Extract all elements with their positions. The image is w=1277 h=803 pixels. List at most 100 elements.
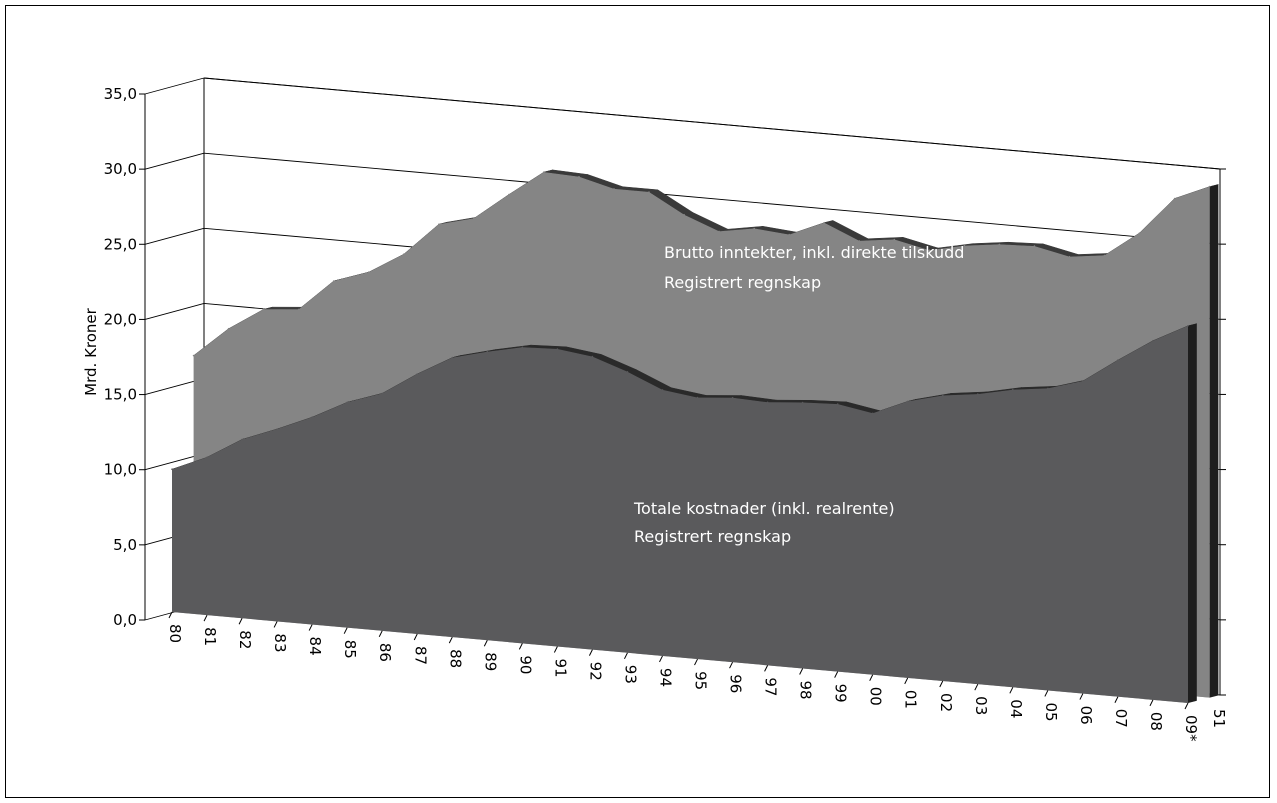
data-point-85 bbox=[368, 271, 370, 273]
data-point-02 bbox=[942, 394, 944, 397]
data-point-05 bbox=[1047, 387, 1049, 390]
data-point-95 bbox=[696, 396, 699, 399]
y-tick-label: 15,0 bbox=[104, 386, 137, 404]
grid-side-line bbox=[144, 302, 205, 320]
x-tick-mark bbox=[1044, 690, 1049, 697]
y-tick-label: 10,0 bbox=[104, 461, 137, 479]
data-point-92 bbox=[613, 188, 615, 190]
x-tick-mark bbox=[1149, 699, 1154, 707]
x-tick-label: 90 bbox=[516, 655, 534, 674]
data-point-88 bbox=[473, 217, 475, 220]
y-tick-label: 35,0 bbox=[104, 85, 137, 103]
x-tick-mark bbox=[834, 671, 839, 678]
data-point-03 bbox=[998, 243, 1001, 246]
x-tick-label: 83 bbox=[271, 633, 289, 652]
grid-back-line bbox=[203, 152, 1221, 245]
series-layer bbox=[171, 169, 1219, 703]
series-totale-kostnader bbox=[171, 323, 1197, 703]
annotation-brutto-inntekter: Brutto inntekter, inkl. direkte tilskudd… bbox=[664, 243, 964, 292]
area-front-face bbox=[172, 325, 1188, 703]
x-tick-label: 80 bbox=[166, 624, 184, 643]
data-point-99 bbox=[858, 240, 861, 242]
data-point-05 bbox=[1068, 255, 1071, 258]
y-tick-label: 20,0 bbox=[104, 310, 137, 328]
data-point-06 bbox=[1103, 254, 1106, 257]
data-point-83 bbox=[276, 428, 278, 430]
data-point-98 bbox=[801, 401, 804, 404]
data-point-06 bbox=[1082, 380, 1084, 382]
data-point-88 bbox=[451, 356, 454, 359]
x-tick-label: 91 bbox=[551, 659, 569, 678]
data-point-87 bbox=[416, 373, 419, 375]
x-tick-mark bbox=[624, 652, 628, 660]
x-tick-mark bbox=[729, 661, 733, 669]
area-end-cap bbox=[1188, 323, 1197, 703]
x-tick-label: 04 bbox=[1007, 699, 1025, 718]
data-point-99 bbox=[836, 403, 839, 405]
x-tick-mark bbox=[553, 646, 558, 653]
grid-side-line bbox=[144, 152, 205, 170]
x-tick-label: 03 bbox=[972, 696, 990, 715]
data-point-86 bbox=[403, 253, 405, 255]
x-tick-label: 09* bbox=[1182, 715, 1200, 742]
chart-frame bbox=[5, 5, 1270, 798]
x-tick-label: 92 bbox=[586, 662, 604, 681]
y-axis-label: Mrd. Kroner bbox=[82, 307, 100, 395]
data-point-97 bbox=[766, 401, 769, 404]
data-point-94 bbox=[683, 213, 685, 216]
data-point-01 bbox=[906, 400, 909, 403]
data-point-86 bbox=[381, 392, 384, 395]
data-point-89 bbox=[508, 193, 510, 196]
data-point-90 bbox=[543, 171, 545, 173]
annotation-kostnader-line-2: Registrert regnskap bbox=[634, 527, 791, 546]
x-tick-mark bbox=[904, 677, 909, 685]
data-point-97 bbox=[788, 233, 790, 236]
data-point-01 bbox=[928, 249, 931, 251]
data-point-83 bbox=[297, 308, 300, 311]
area-end-cap bbox=[1209, 184, 1219, 698]
data-point-80 bbox=[171, 468, 173, 471]
x-tick-mark bbox=[483, 640, 488, 647]
x-tick-label: 96 bbox=[727, 674, 745, 693]
x-tick-mark bbox=[694, 658, 698, 666]
data-point-04 bbox=[1012, 388, 1014, 391]
data-point-96 bbox=[753, 227, 755, 230]
x-tick-mark bbox=[799, 668, 804, 675]
axis-layer: 0,0 5,0 10,0 15,0 20,0 25,0 30,0 35,0 80 81 82 83 84… bbox=[104, 85, 1228, 742]
data-point-04 bbox=[1033, 245, 1036, 247]
data-point-95 bbox=[718, 230, 720, 233]
data-point-94 bbox=[661, 389, 664, 391]
x-tick-mark bbox=[518, 643, 523, 650]
x-tick-label: 00 bbox=[867, 687, 885, 706]
data-point-00 bbox=[893, 238, 896, 241]
x-tick-label: 99 bbox=[832, 684, 850, 703]
data-point-03 bbox=[977, 393, 979, 395]
x-tick-mark bbox=[588, 649, 593, 656]
data-point-82 bbox=[262, 308, 265, 311]
grid-back-line bbox=[203, 77, 1221, 170]
x-tick-mark bbox=[1079, 693, 1084, 700]
annotation-kostnader-line-1: Totale kostnader (inkl. realrente) bbox=[633, 499, 895, 518]
data-point-93 bbox=[626, 371, 629, 373]
x-tick-mark bbox=[869, 674, 874, 681]
x-tick-mark bbox=[448, 636, 453, 644]
x-tick-label: 82 bbox=[236, 630, 254, 649]
x-tick-mark bbox=[1184, 702, 1189, 710]
data-point-02 bbox=[963, 245, 966, 247]
data-point-96 bbox=[731, 396, 734, 399]
data-point-81 bbox=[206, 456, 208, 459]
grid-side-line bbox=[144, 77, 205, 95]
x-tick-mark bbox=[378, 630, 383, 638]
annotation-brutto-line-1: Brutto inntekter, inkl. direkte tilskudd bbox=[664, 243, 964, 262]
data-point-93 bbox=[648, 191, 650, 193]
x-tick-label: 84 bbox=[306, 637, 324, 656]
grid-side-line bbox=[144, 227, 205, 245]
x-tick-label: 01 bbox=[902, 690, 920, 709]
y-tick-label: 30,0 bbox=[104, 160, 137, 178]
data-point-90 bbox=[521, 346, 524, 349]
data-point-91 bbox=[578, 175, 580, 178]
x-tick-label: 81 bbox=[201, 627, 219, 646]
data-point-85 bbox=[346, 401, 349, 404]
x-tick-mark bbox=[974, 683, 979, 691]
